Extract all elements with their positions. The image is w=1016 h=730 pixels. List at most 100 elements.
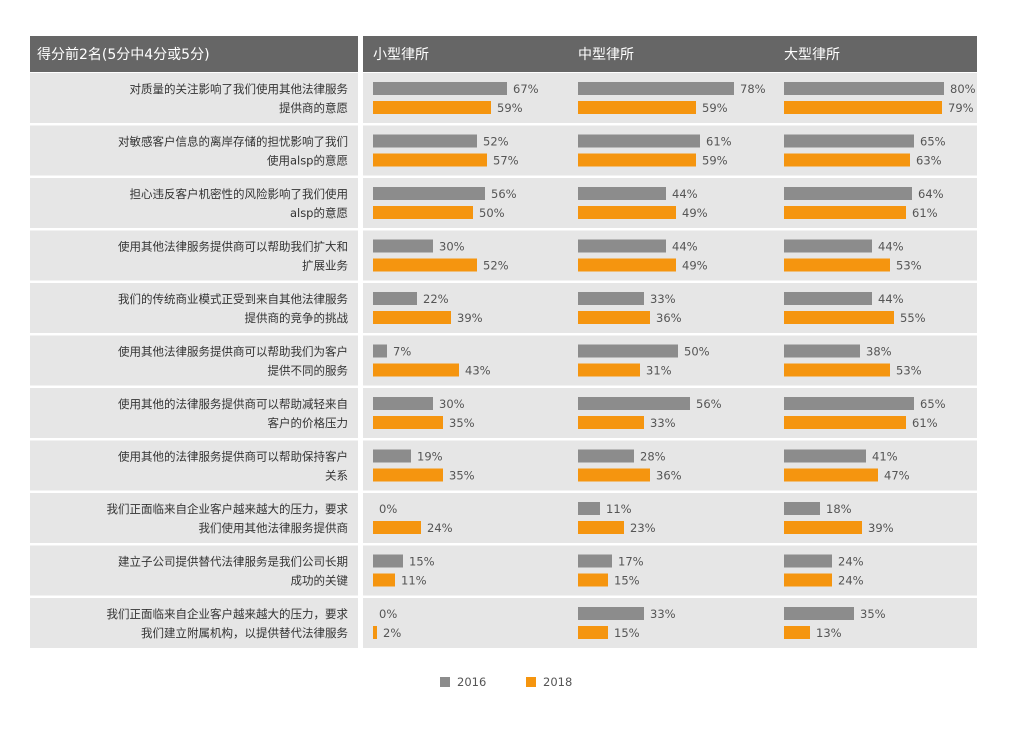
bar-2018-group3 — [784, 258, 890, 272]
data-label-2016: 41% — [872, 450, 898, 464]
category-label: 提供商的意愿 — [279, 101, 348, 115]
bar-2018-group2 — [578, 363, 640, 377]
bar-2018-group2 — [578, 311, 650, 324]
bar-2016-group1 — [373, 292, 417, 305]
data-label-2016: 30% — [439, 397, 465, 411]
data-label-2018: 39% — [457, 311, 483, 325]
row-label-bg — [30, 73, 358, 123]
bar-2016-group1 — [373, 82, 507, 95]
row-panel-bg — [363, 125, 977, 176]
bar-2018-group2 — [578, 206, 676, 219]
data-label-2016: 15% — [409, 555, 435, 569]
bar-2016-group2 — [578, 344, 678, 358]
row-label-bg — [30, 178, 358, 228]
bar-2018-group1 — [373, 363, 459, 377]
row-label-bg — [30, 388, 358, 438]
legend-swatch-2016 — [440, 677, 450, 687]
data-label-2018: 23% — [630, 521, 656, 535]
bar-2018-group2 — [578, 626, 608, 639]
data-label-2016: 33% — [650, 292, 676, 306]
row-label-bg — [30, 440, 358, 491]
bar-2016-group2 — [578, 607, 644, 620]
data-label-2018: 59% — [497, 101, 523, 115]
data-label-2016: 30% — [439, 240, 465, 254]
data-label-2016: 67% — [513, 82, 539, 96]
data-label-2016: 7% — [393, 345, 411, 359]
bar-2016-group2 — [578, 449, 634, 463]
data-label-2018: 2% — [383, 626, 401, 640]
data-label-2018: 55% — [900, 311, 926, 325]
bar-2018-group1 — [373, 206, 473, 219]
bar-2018-group3 — [784, 521, 862, 534]
data-label-2016: 17% — [618, 555, 644, 569]
header-label: 得分前2名(5分中4分或5分) — [37, 46, 210, 63]
row-label-bg — [30, 230, 358, 281]
bar-2016-group3 — [784, 502, 820, 515]
bar-2018-group3 — [784, 311, 894, 324]
data-label-2016: 24% — [838, 555, 864, 569]
data-label-2016: 61% — [706, 135, 732, 149]
data-label-2018: 59% — [702, 154, 728, 168]
data-label-2016: 22% — [423, 292, 449, 306]
category-label: 提供不同的服务 — [268, 364, 349, 378]
row-label-bg — [30, 493, 358, 543]
legend-label-2016: 2016 — [457, 675, 486, 689]
data-label-2018: 35% — [449, 469, 475, 483]
bar-2018-group1 — [373, 311, 451, 324]
category-label: 成功的关键 — [291, 574, 349, 588]
bar-2016-group2 — [578, 82, 734, 95]
bar-2016-group3 — [784, 397, 914, 410]
data-label-2018: 31% — [646, 364, 672, 378]
bar-2016-group1 — [373, 239, 433, 253]
data-label-2018: 52% — [483, 259, 509, 273]
group-title-2: 中型律所 — [578, 47, 634, 63]
row-panel-bg — [363, 493, 977, 543]
bar-2016-group3 — [784, 344, 860, 358]
row-label-bg — [30, 283, 358, 333]
category-label: 我们的传统商业模式正受到来自其他法律服务 — [118, 292, 348, 306]
bar-2018-group1 — [373, 468, 443, 482]
bar-2018-group2 — [578, 468, 650, 482]
bar-2016-group1 — [373, 344, 387, 358]
data-label-2016: 56% — [491, 187, 517, 201]
data-label-2018: 59% — [702, 101, 728, 115]
data-label-2016: 65% — [920, 135, 946, 149]
data-label-2018: 43% — [465, 364, 491, 378]
bar-2016-group2 — [578, 502, 600, 515]
row-label-bg — [30, 335, 358, 386]
category-label: 建立子公司提供替代法律服务是我们公司长期 — [118, 555, 348, 569]
legend-label-2018: 2018 — [543, 675, 572, 689]
data-label-2016: 64% — [918, 187, 944, 201]
bar-2018-group3 — [784, 101, 942, 114]
group-title-1: 小型律所 — [373, 47, 429, 63]
category-label: 使用其他法律服务提供商可以帮助我们为客户 — [118, 345, 348, 359]
bar-2018-group2 — [578, 416, 644, 429]
bar-2018-group2 — [578, 573, 608, 587]
bar-2018-group3 — [784, 573, 832, 587]
bar-2016-group1 — [373, 187, 485, 200]
data-label-2016: 44% — [878, 292, 904, 306]
data-label-2016: 18% — [826, 502, 852, 516]
bar-2016-group2 — [578, 134, 700, 148]
data-label-2018: 36% — [656, 469, 682, 483]
data-label-2016: 0% — [379, 607, 397, 621]
bar-2016-group1 — [373, 449, 411, 463]
header-label-bg — [30, 36, 358, 72]
category-label: alsp的意愿 — [290, 206, 348, 220]
data-label-2016: 44% — [672, 187, 698, 201]
data-label-2016: 65% — [920, 397, 946, 411]
bar-2016-group2 — [578, 554, 612, 568]
bar-2018-group3 — [784, 363, 890, 377]
row-panel-bg — [363, 283, 977, 333]
bar-2018-group1 — [373, 626, 377, 639]
bar-2016-group3 — [784, 449, 866, 463]
row-panel-bg — [363, 440, 977, 491]
row-panel-bg — [363, 178, 977, 228]
data-label-2018: 47% — [884, 469, 910, 483]
data-label-2018: 49% — [682, 206, 708, 220]
data-label-2018: 33% — [650, 416, 676, 430]
bar-2018-group1 — [373, 101, 491, 114]
bar-2018-group3 — [784, 468, 878, 482]
bar-2018-group2 — [578, 153, 696, 167]
bar-2016-group2 — [578, 292, 644, 305]
